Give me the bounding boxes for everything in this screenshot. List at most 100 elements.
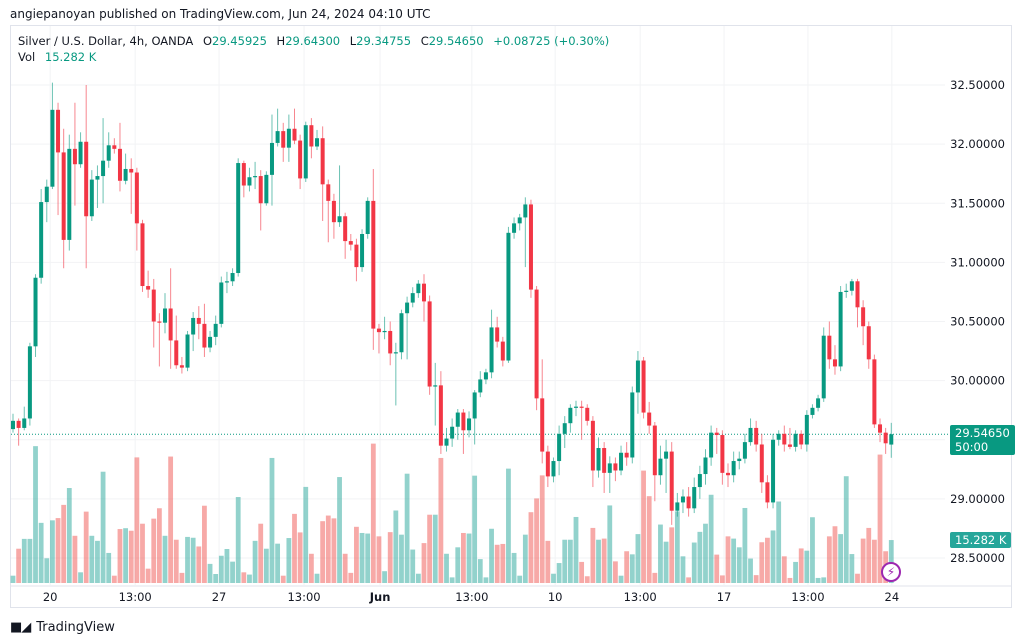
candle-body xyxy=(292,128,297,141)
candle xyxy=(528,199,533,298)
candle-body xyxy=(146,286,151,290)
candle-body xyxy=(748,427,753,443)
volume-bar xyxy=(50,520,55,583)
candle-body xyxy=(410,293,415,303)
candle-body xyxy=(405,302,410,314)
candle-body xyxy=(320,138,325,185)
volume-bar xyxy=(123,528,128,583)
volume-bar xyxy=(680,556,686,583)
volume-bar xyxy=(686,577,691,583)
volume-value: 15.282 K xyxy=(44,50,97,64)
chart-legend: Silver / U.S. Dollar, 4h, OANDA O29.4592… xyxy=(18,33,609,65)
candle xyxy=(247,167,252,192)
candle-body xyxy=(832,359,837,367)
candle xyxy=(635,351,640,414)
candle-body xyxy=(416,283,421,294)
volume-bar xyxy=(230,561,235,583)
volume-bar xyxy=(202,505,207,583)
candle xyxy=(405,296,410,360)
candle xyxy=(438,371,443,454)
candle-body xyxy=(22,418,27,428)
volume-bar xyxy=(365,533,371,583)
time-tick-label: 13:00 xyxy=(624,590,657,604)
price-tick-label: 32.00000 xyxy=(950,137,1005,151)
candle xyxy=(315,129,320,151)
candle-body xyxy=(810,407,815,415)
candle-body xyxy=(326,184,331,201)
volume-bar xyxy=(658,524,663,583)
candle-body xyxy=(123,168,128,181)
candle xyxy=(129,158,134,214)
candle xyxy=(275,108,280,147)
volume-bar xyxy=(652,572,658,583)
volume-bar xyxy=(472,475,478,583)
volume-bar xyxy=(173,539,179,583)
candle-body xyxy=(709,432,714,458)
volume-bar xyxy=(793,561,798,583)
candle-body xyxy=(686,496,691,509)
candle-body xyxy=(253,176,258,178)
candle xyxy=(675,492,680,517)
volume-bar xyxy=(72,535,78,583)
volume-bar xyxy=(545,540,551,583)
candle-body xyxy=(11,420,15,430)
volume-bar xyxy=(725,536,731,583)
high-value: 29.64300 xyxy=(285,34,341,48)
candle xyxy=(478,371,483,398)
candle xyxy=(331,193,336,239)
volume-bar xyxy=(438,457,444,583)
candle-body xyxy=(579,406,584,408)
candle-body xyxy=(872,359,877,425)
volume-bar xyxy=(280,575,286,583)
time-tick-label: 10 xyxy=(548,590,563,604)
candle-body xyxy=(286,128,291,148)
symbol-title[interactable]: Silver / U.S. Dollar, 4h, OANDA xyxy=(18,34,194,48)
candle-body xyxy=(174,340,179,366)
candle xyxy=(455,409,460,440)
volume-bar xyxy=(21,538,27,583)
candle-body xyxy=(765,482,770,503)
lightning-icon[interactable]: ⚡ xyxy=(881,562,901,582)
volume-bar xyxy=(517,575,523,583)
volume-bar xyxy=(601,538,607,583)
candle-body xyxy=(551,461,556,477)
chart-frame xyxy=(10,25,1012,608)
time-tick-label: 13:00 xyxy=(119,590,152,604)
candle xyxy=(174,315,179,369)
candle xyxy=(703,449,708,485)
candle xyxy=(472,390,477,445)
candle xyxy=(512,217,517,239)
candle xyxy=(326,179,331,243)
open-value: 29.45925 xyxy=(212,34,267,48)
ohlc-row: Silver / U.S. Dollar, 4h, OANDA O29.4592… xyxy=(18,33,609,49)
candle-body xyxy=(557,433,562,462)
volume-bar xyxy=(449,577,455,583)
candle xyxy=(680,489,685,514)
candle-body xyxy=(613,463,618,471)
candle xyxy=(309,118,314,159)
volume-bar xyxy=(303,486,309,583)
candle-body xyxy=(855,281,860,308)
volume-bar xyxy=(224,548,230,583)
volume-bar xyxy=(736,547,742,583)
candle-body xyxy=(759,444,764,483)
volume-bar xyxy=(888,540,894,583)
candle xyxy=(22,406,27,431)
low-label: L xyxy=(349,34,357,48)
candle xyxy=(427,295,432,395)
candle-body xyxy=(737,458,742,462)
footer-brand[interactable]: TradingView xyxy=(36,620,115,635)
candle-body xyxy=(67,148,72,240)
candle-body xyxy=(483,372,488,380)
candle xyxy=(878,418,883,443)
candle-body xyxy=(185,334,190,368)
volume-bar xyxy=(528,512,534,583)
candle-body xyxy=(602,448,607,473)
volume-bar xyxy=(596,539,601,583)
volume-label[interactable]: Vol xyxy=(18,50,36,64)
candle xyxy=(545,445,550,488)
candle-body xyxy=(354,244,359,268)
high-label: H xyxy=(276,34,286,48)
candle xyxy=(489,309,494,379)
